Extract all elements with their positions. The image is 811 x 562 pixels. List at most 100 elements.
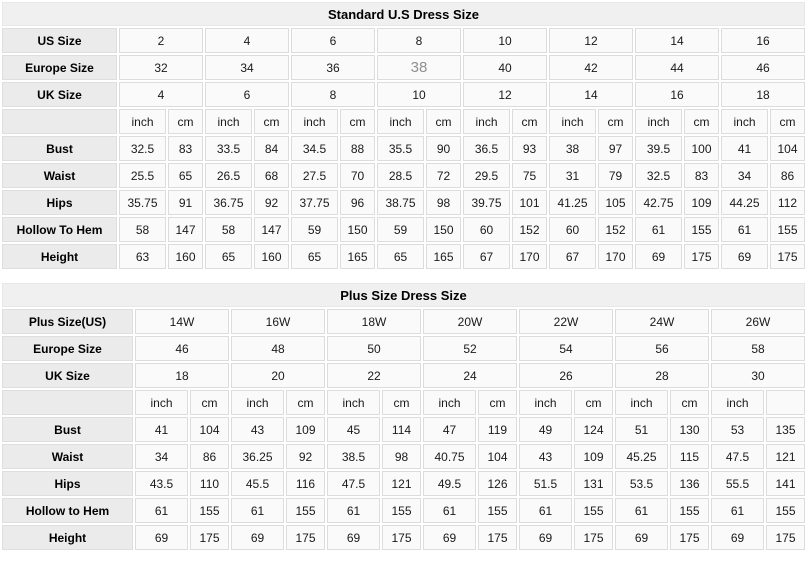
size-row: Plus Size(US) 14W 16W 18W 20W 22W 24W 26W bbox=[2, 309, 805, 334]
row-label: Hips bbox=[2, 471, 133, 496]
measurement-value-cell: 45.25 bbox=[615, 444, 668, 469]
measurement-value-cell: 61 bbox=[711, 498, 764, 523]
measurement-value-cell: 175 bbox=[574, 525, 613, 550]
measurement-value-cell: 39.5 bbox=[635, 136, 682, 161]
measurement-value-cell: 39.75 bbox=[463, 190, 510, 215]
measurement-value-cell: 61 bbox=[635, 217, 682, 242]
measurement-value-cell: 34 bbox=[135, 444, 188, 469]
size-value-cell: 34 bbox=[205, 55, 289, 80]
measurement-value-cell: 152 bbox=[512, 217, 547, 242]
row-label: Europe Size bbox=[2, 336, 133, 361]
measurement-value-cell: 35.5 bbox=[377, 136, 424, 161]
measurement-value-cell: 69 bbox=[721, 244, 768, 269]
size-value-cell: 28 bbox=[615, 363, 709, 388]
unit-cell: cm bbox=[254, 109, 289, 134]
measurement-value-cell: 58 bbox=[119, 217, 166, 242]
measurement-value-cell: 141 bbox=[766, 471, 805, 496]
measurement-value-cell: 79 bbox=[598, 163, 633, 188]
measurement-value-cell: 75 bbox=[512, 163, 547, 188]
plus-size-table: Plus Size Dress Size Plus Size(US) 14W 16W 1… bbox=[0, 281, 807, 552]
measurement-value-cell: 92 bbox=[254, 190, 289, 215]
size-value-cell: 58 bbox=[711, 336, 805, 361]
measurement-row: Hips 43.5 110 45.5 116 47.5 121 49.5 126 51.5 131 5… bbox=[2, 471, 805, 496]
measurement-value-cell: 160 bbox=[168, 244, 203, 269]
measurement-value-cell: 155 bbox=[286, 498, 325, 523]
row-label: Plus Size(US) bbox=[2, 309, 133, 334]
measurement-value-cell: 34.5 bbox=[291, 136, 338, 161]
measurement-value-cell: 175 bbox=[286, 525, 325, 550]
measurement-value-cell: 155 bbox=[478, 498, 517, 523]
measurement-value-cell: 150 bbox=[340, 217, 375, 242]
measurement-value-cell: 175 bbox=[190, 525, 229, 550]
size-value-cell: 46 bbox=[135, 336, 229, 361]
measurement-value-cell: 51 bbox=[615, 417, 668, 442]
measurement-value-cell: 63 bbox=[119, 244, 166, 269]
size-value-cell: 52 bbox=[423, 336, 517, 361]
measurement-value-cell: 130 bbox=[670, 417, 709, 442]
size-value-cell: 24 bbox=[423, 363, 517, 388]
unit-cell: inch bbox=[711, 390, 764, 415]
measurement-value-cell: 98 bbox=[426, 190, 461, 215]
unit-cell: inch bbox=[377, 109, 424, 134]
measurement-value-cell: 155 bbox=[190, 498, 229, 523]
measurement-value-cell: 61 bbox=[615, 498, 668, 523]
size-value-cell: 30 bbox=[711, 363, 805, 388]
measurement-value-cell: 119 bbox=[478, 417, 517, 442]
unit-row-label bbox=[2, 390, 133, 415]
measurement-value-cell: 61 bbox=[327, 498, 380, 523]
measurement-value-cell: 44.25 bbox=[721, 190, 768, 215]
size-value-cell: 40 bbox=[463, 55, 547, 80]
unit-row-label bbox=[2, 109, 117, 134]
measurement-value-cell: 69 bbox=[135, 525, 188, 550]
measurement-value-cell: 33.5 bbox=[205, 136, 252, 161]
size-row: Europe Size 32 34 36 38 40 42 44 46 bbox=[2, 55, 805, 80]
measurement-value-cell: 41 bbox=[135, 417, 188, 442]
unit-cell: cm bbox=[512, 109, 547, 134]
size-value-cell: 12 bbox=[549, 28, 633, 53]
measurement-value-cell: 105 bbox=[598, 190, 633, 215]
measurement-value-cell: 131 bbox=[574, 471, 613, 496]
size-value-cell: 50 bbox=[327, 336, 421, 361]
measurement-value-cell: 32.5 bbox=[119, 136, 166, 161]
unit-cell: inch bbox=[231, 390, 284, 415]
measurement-value-cell: 114 bbox=[382, 417, 421, 442]
unit-cell: cm bbox=[286, 390, 325, 415]
measurement-value-cell: 109 bbox=[684, 190, 719, 215]
size-value-cell: 4 bbox=[205, 28, 289, 53]
measurement-value-cell: 175 bbox=[478, 525, 517, 550]
measurement-value-cell: 36.5 bbox=[463, 136, 510, 161]
measurement-row: Hips 35.75 91 36.75 92 37.75 96 38.75 98 39.75 101… bbox=[2, 190, 805, 215]
measurement-value-cell: 60 bbox=[463, 217, 510, 242]
size-value-cell: 22 bbox=[327, 363, 421, 388]
measurement-row: Hollow To Hem 58 147 58 147 59 150 59 150 60 152 60… bbox=[2, 217, 805, 242]
unit-cell: cm bbox=[684, 109, 719, 134]
unit-cell: inch bbox=[549, 109, 596, 134]
measurement-value-cell: 65 bbox=[377, 244, 424, 269]
measurement-value-cell: 69 bbox=[635, 244, 682, 269]
row-label: Waist bbox=[2, 163, 117, 188]
measurement-value-cell: 124 bbox=[574, 417, 613, 442]
unit-cell: inch bbox=[119, 109, 166, 134]
size-value-cell: 10 bbox=[377, 82, 461, 107]
measurement-value-cell: 88 bbox=[340, 136, 375, 161]
measurement-value-cell: 60 bbox=[549, 217, 596, 242]
measurement-value-cell: 93 bbox=[512, 136, 547, 161]
measurement-value-cell: 42.75 bbox=[635, 190, 682, 215]
measurement-value-cell: 136 bbox=[670, 471, 709, 496]
measurement-value-cell: 49 bbox=[519, 417, 572, 442]
measurement-value-cell: 155 bbox=[574, 498, 613, 523]
size-value-cell: 46 bbox=[721, 55, 805, 80]
unit-cell: inch bbox=[135, 390, 188, 415]
size-value-cell: 16W bbox=[231, 309, 325, 334]
measurement-value-cell: 38.75 bbox=[377, 190, 424, 215]
row-label: Hips bbox=[2, 190, 117, 215]
measurement-value-cell: 25.5 bbox=[119, 163, 166, 188]
measurement-value-cell: 38 bbox=[549, 136, 596, 161]
row-label: Height bbox=[2, 244, 117, 269]
measurement-value-cell: 109 bbox=[574, 444, 613, 469]
size-value-cell: 20 bbox=[231, 363, 325, 388]
measurement-value-cell: 26.5 bbox=[205, 163, 252, 188]
measurement-value-cell: 121 bbox=[382, 471, 421, 496]
size-value-cell: 22W bbox=[519, 309, 613, 334]
unit-cell: inch bbox=[205, 109, 252, 134]
